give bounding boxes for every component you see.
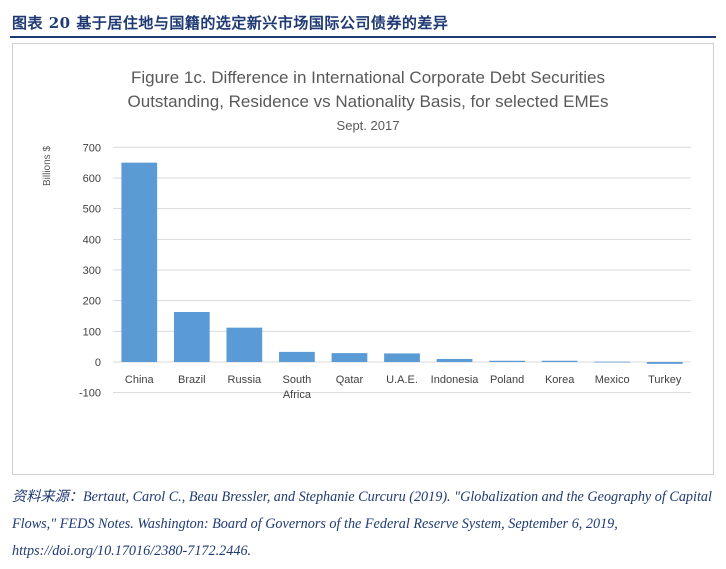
bar-indonesia	[436, 358, 473, 362]
source-note: 资料来源：Bertaut, Carol C., Beau Bressler, a…	[12, 489, 712, 559]
bar-mexico	[594, 361, 631, 363]
chart-title-line-1: Figure 1c. Difference in International C…	[131, 68, 605, 87]
x-tick-label: South Africa	[283, 374, 312, 401]
x-tick-label: Turkey	[648, 374, 682, 386]
x-tick-label: U.A.E.	[386, 374, 418, 386]
chart-title-line-2: Outstanding, Residence vs Nationality Ba…	[128, 92, 609, 111]
y-tick-label: 200	[83, 296, 101, 308]
bar-u-a-e-	[384, 353, 420, 362]
x-axis-ticks: China Brazil Russia South Africa Qatar U.A.E. I…	[125, 374, 682, 401]
x-tick-label: Indonesia	[431, 374, 480, 386]
bar-chart: Figure 1c. Difference in International C…	[42, 68, 691, 401]
bar-china	[121, 162, 158, 362]
bars	[121, 162, 683, 364]
bar-south-africa	[279, 351, 315, 362]
x-tick-label: Qatar	[336, 374, 364, 386]
x-tick-label: Korea	[545, 374, 575, 386]
y-tick-label: 500	[83, 204, 101, 216]
bar-korea	[541, 360, 578, 362]
bar-qatar	[331, 353, 368, 362]
report-header: 图表 20 基于居住地与国籍的选定新兴市场国际公司债券的差异	[10, 6, 716, 38]
y-tick-label: 300	[83, 265, 101, 277]
x-tick-label: Brazil	[178, 374, 206, 386]
x-tick-label: Russia	[228, 374, 263, 386]
y-axis-label: Billions $	[42, 146, 53, 186]
x-tick-label: Poland	[490, 374, 524, 386]
chart-frame: Figure 1c. Difference in International C…	[12, 43, 714, 475]
bar-russia	[226, 327, 263, 362]
y-tick-label: 100	[83, 326, 101, 338]
y-axis-ticks: 700 600 500 400 300 200 100 0 -100	[79, 142, 101, 399]
report-title: 图表 20 基于居住地与国籍的选定新兴市场国际公司债券的差异	[12, 14, 449, 32]
y-tick-label: 0	[95, 357, 101, 369]
bar-turkey	[646, 362, 683, 364]
x-tick-label: Mexico	[595, 374, 630, 386]
y-tick-label: 700	[83, 142, 101, 154]
chart-subtitle: Sept. 2017	[337, 118, 400, 133]
y-tick-label: 600	[83, 173, 101, 185]
bar-brazil	[173, 312, 210, 362]
y-tick-label: -100	[79, 388, 101, 400]
x-tick-label: China	[125, 374, 155, 386]
bar-poland	[489, 360, 525, 362]
y-tick-label: 400	[83, 234, 101, 246]
